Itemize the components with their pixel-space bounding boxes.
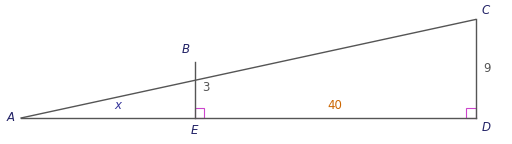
- Text: E: E: [191, 124, 199, 137]
- Text: 3: 3: [202, 80, 210, 93]
- Text: C: C: [482, 4, 490, 17]
- Text: 40: 40: [328, 99, 343, 112]
- Text: A: A: [7, 111, 15, 124]
- Text: 9: 9: [483, 62, 490, 75]
- Text: x: x: [115, 99, 122, 112]
- Text: D: D: [482, 121, 490, 134]
- Text: B: B: [182, 43, 189, 56]
